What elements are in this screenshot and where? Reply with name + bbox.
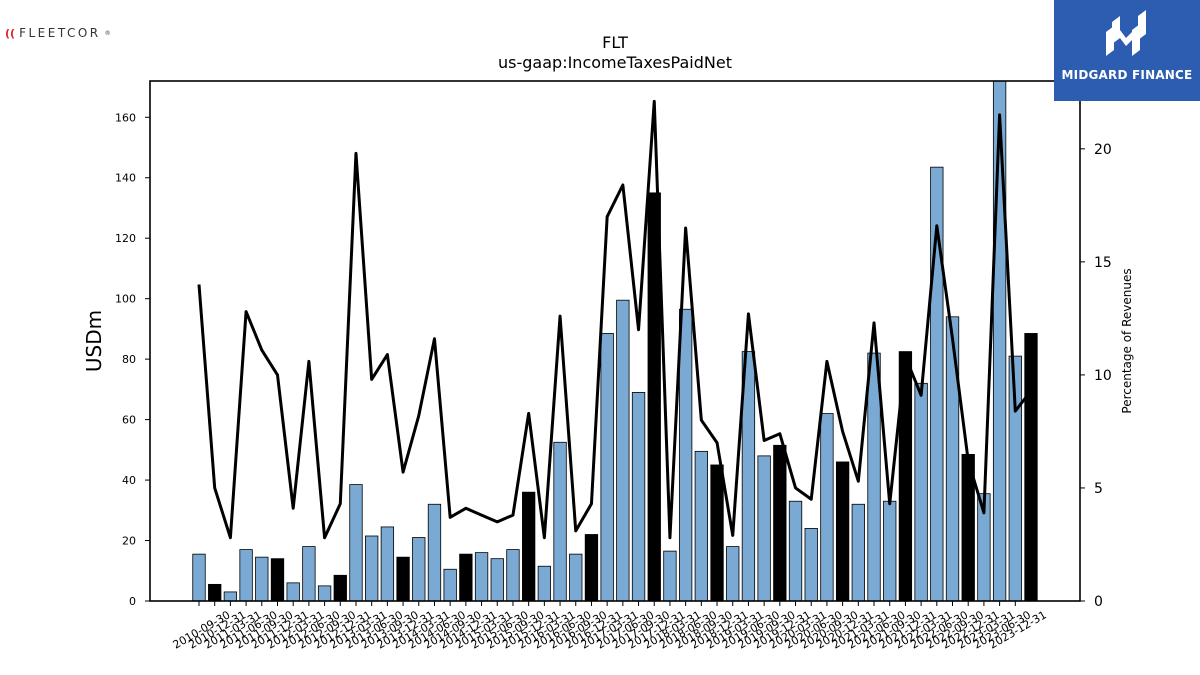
bar bbox=[522, 491, 536, 602]
y2-tick-label: 15 bbox=[1094, 255, 1112, 271]
fleetcor-logo-text: FLEETCOR bbox=[19, 26, 101, 40]
bar bbox=[490, 558, 504, 602]
bar bbox=[223, 591, 238, 602]
bar bbox=[302, 546, 316, 602]
y-axis-label: USDm bbox=[82, 310, 106, 372]
bar bbox=[804, 528, 818, 602]
bar bbox=[694, 450, 708, 602]
percentage-line bbox=[197, 99, 1033, 540]
bar bbox=[663, 550, 677, 602]
y-tick-label: 20 bbox=[122, 535, 136, 548]
bar bbox=[443, 568, 457, 602]
bar bbox=[239, 549, 253, 602]
bar bbox=[851, 503, 865, 602]
bar bbox=[757, 455, 771, 602]
y-tick-label: 60 bbox=[122, 414, 136, 427]
bar bbox=[992, 80, 1007, 602]
plot-frame bbox=[149, 80, 1081, 602]
fleetcor-logo-mark: (( bbox=[5, 26, 16, 40]
bar bbox=[537, 565, 552, 602]
bar bbox=[255, 556, 269, 602]
y2-axis-label: Percentage of Revenues bbox=[1120, 268, 1134, 413]
axes: 020406080100120140160051015202010-09-302… bbox=[115, 80, 1112, 652]
bar bbox=[317, 585, 332, 602]
bar bbox=[914, 382, 928, 602]
bar bbox=[365, 535, 379, 602]
y-tick-label: 40 bbox=[122, 474, 136, 487]
bar bbox=[773, 444, 787, 602]
bar bbox=[631, 391, 646, 602]
y-tick-label: 120 bbox=[115, 232, 136, 245]
midgard-finance-logo: MIDGARD FINANCE bbox=[1054, 0, 1200, 101]
bar bbox=[569, 553, 583, 602]
bar bbox=[726, 546, 740, 602]
chart-subtitle: us-gaap:IncomeTaxesPaidNet bbox=[498, 53, 732, 72]
bar bbox=[584, 534, 599, 602]
bar bbox=[349, 484, 363, 602]
bar bbox=[380, 526, 395, 602]
y-tick-label: 100 bbox=[115, 293, 136, 306]
chart-title: FLT bbox=[602, 33, 628, 52]
bar bbox=[506, 549, 520, 602]
y2-tick-label: 5 bbox=[1094, 481, 1103, 497]
bar bbox=[945, 316, 960, 602]
y-tick-label: 0 bbox=[129, 595, 136, 608]
y2-tick-label: 10 bbox=[1094, 368, 1112, 384]
bar bbox=[1024, 333, 1038, 602]
bar bbox=[396, 556, 410, 602]
y-tick-label: 80 bbox=[122, 353, 136, 366]
midgard-logo-text: MIDGARD FINANCE bbox=[1061, 68, 1193, 82]
bar bbox=[710, 464, 724, 602]
bar bbox=[459, 553, 473, 602]
bar bbox=[835, 461, 850, 602]
y2-tick-label: 20 bbox=[1094, 142, 1112, 158]
y2-tick-label: 0 bbox=[1094, 594, 1103, 610]
bar bbox=[474, 552, 489, 602]
bar bbox=[600, 333, 614, 602]
bar bbox=[616, 299, 630, 602]
y-tick-label: 140 bbox=[115, 172, 136, 185]
bar-series bbox=[192, 80, 1038, 602]
y-tick-label: 160 bbox=[115, 111, 136, 124]
bar bbox=[333, 574, 347, 602]
line-series bbox=[197, 99, 1033, 540]
bar bbox=[427, 503, 442, 602]
midgard-logo-icon bbox=[1106, 10, 1146, 56]
bar bbox=[286, 582, 300, 602]
bar bbox=[270, 558, 285, 602]
bar bbox=[192, 553, 206, 602]
bar bbox=[883, 500, 897, 602]
bar bbox=[412, 537, 426, 602]
bar bbox=[553, 441, 567, 602]
bar bbox=[678, 308, 693, 602]
fleetcor-logo: (( FLEETCOR ® bbox=[5, 26, 111, 40]
bar bbox=[208, 583, 222, 602]
bar bbox=[820, 413, 834, 602]
trademark-mark: ® bbox=[104, 29, 111, 37]
bar bbox=[788, 500, 803, 602]
